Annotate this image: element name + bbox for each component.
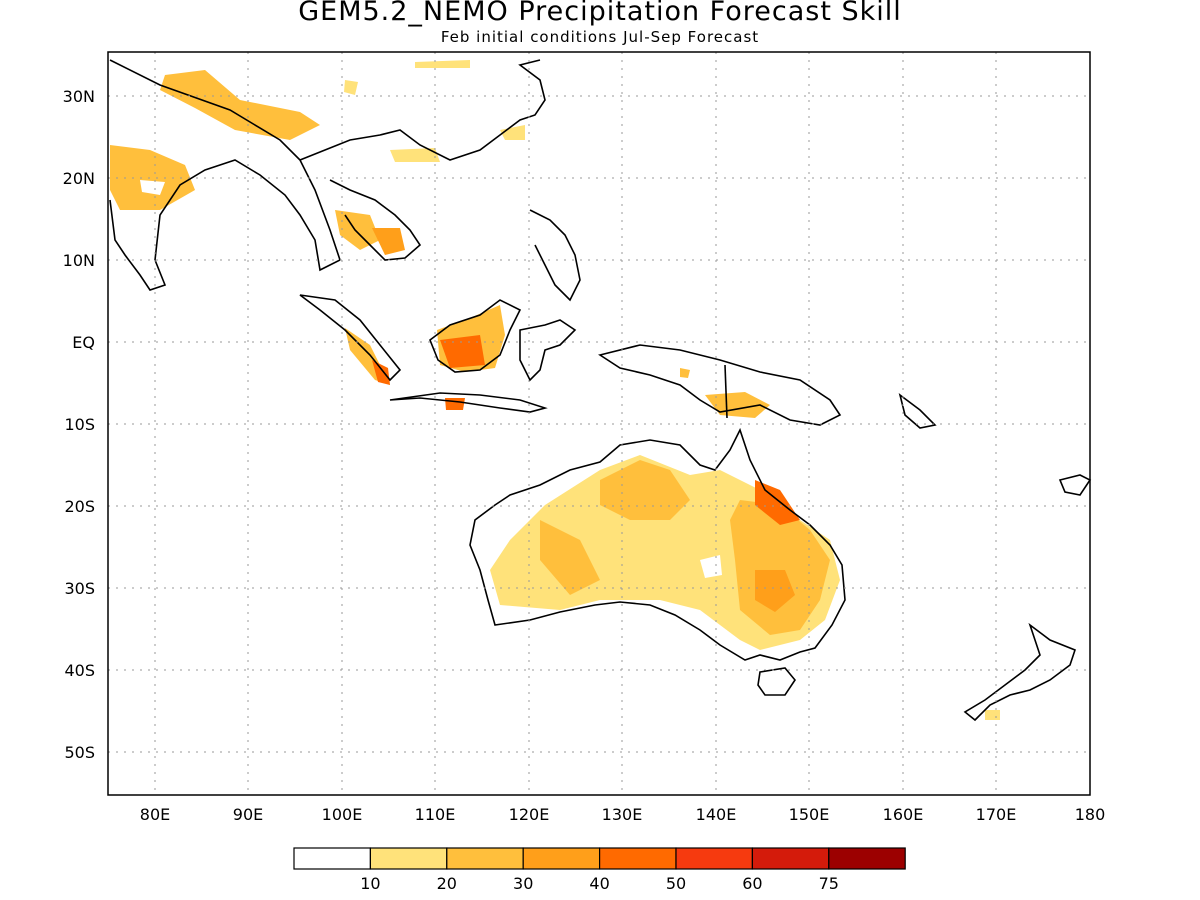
legend-swatch bbox=[675, 847, 754, 870]
grid-lines bbox=[108, 52, 1090, 795]
legend-label: 60 bbox=[742, 874, 762, 893]
lon-tick-label: 100E bbox=[322, 805, 363, 824]
lat-tick-label: 30N bbox=[63, 87, 95, 106]
lon-tick-label: 140E bbox=[696, 805, 737, 824]
color-legend: 10 20 30 40 50 60 75 bbox=[293, 847, 906, 893]
legend-label: 75 bbox=[819, 874, 839, 893]
legend-swatch bbox=[522, 847, 601, 870]
map-title: GEM5.2_NEMO Precipitation Forecast Skill bbox=[298, 0, 902, 27]
legend-label: 10 bbox=[360, 874, 380, 893]
lon-tick-label: 80E bbox=[140, 805, 170, 824]
lat-tick-label: 20N bbox=[63, 169, 95, 188]
legend-swatch bbox=[598, 847, 677, 870]
lat-tick-label: EQ bbox=[72, 333, 95, 352]
lat-tick-label: 20S bbox=[64, 497, 95, 516]
lon-tick-label: 90E bbox=[233, 805, 263, 824]
legend-swatch bbox=[293, 847, 372, 870]
lon-tick-label: 150E bbox=[789, 805, 830, 824]
legend-swatch bbox=[828, 847, 906, 870]
legend-swatch bbox=[446, 847, 524, 870]
legend-label: 30 bbox=[513, 874, 533, 893]
lat-tick-label: 50S bbox=[64, 743, 95, 762]
map-subtitle: Feb initial conditions Jul-Sep Forecast bbox=[440, 28, 760, 46]
legend-swatch bbox=[751, 847, 830, 870]
lon-tick-label: 130E bbox=[602, 805, 643, 824]
lon-tick-label: 120E bbox=[509, 805, 550, 824]
lon-tick-labels: 80E 90E 100E 110E 120E 130E 140E 150E 16… bbox=[140, 805, 1106, 824]
legend-label: 20 bbox=[437, 874, 457, 893]
legend-label: 50 bbox=[666, 874, 686, 893]
coastlines bbox=[109, 59, 1092, 722]
lat-tick-label: 40S bbox=[64, 661, 95, 680]
lat-tick-label: 10N bbox=[63, 251, 95, 270]
lat-tick-labels: 30N 20N 10N EQ 10S 20S 30S 40S 50S bbox=[63, 87, 95, 762]
lon-tick-label: 170E bbox=[976, 805, 1017, 824]
lon-tick-label: 160E bbox=[883, 805, 924, 824]
lon-tick-label: 180 bbox=[1075, 805, 1106, 824]
map-frame bbox=[107, 51, 1091, 796]
lon-tick-label: 110E bbox=[415, 805, 456, 824]
lat-tick-label: 10S bbox=[64, 415, 95, 434]
legend-label: 40 bbox=[589, 874, 609, 893]
legend-swatch bbox=[369, 847, 448, 870]
lat-tick-label: 30S bbox=[64, 579, 95, 598]
skill-shading bbox=[110, 60, 1000, 720]
